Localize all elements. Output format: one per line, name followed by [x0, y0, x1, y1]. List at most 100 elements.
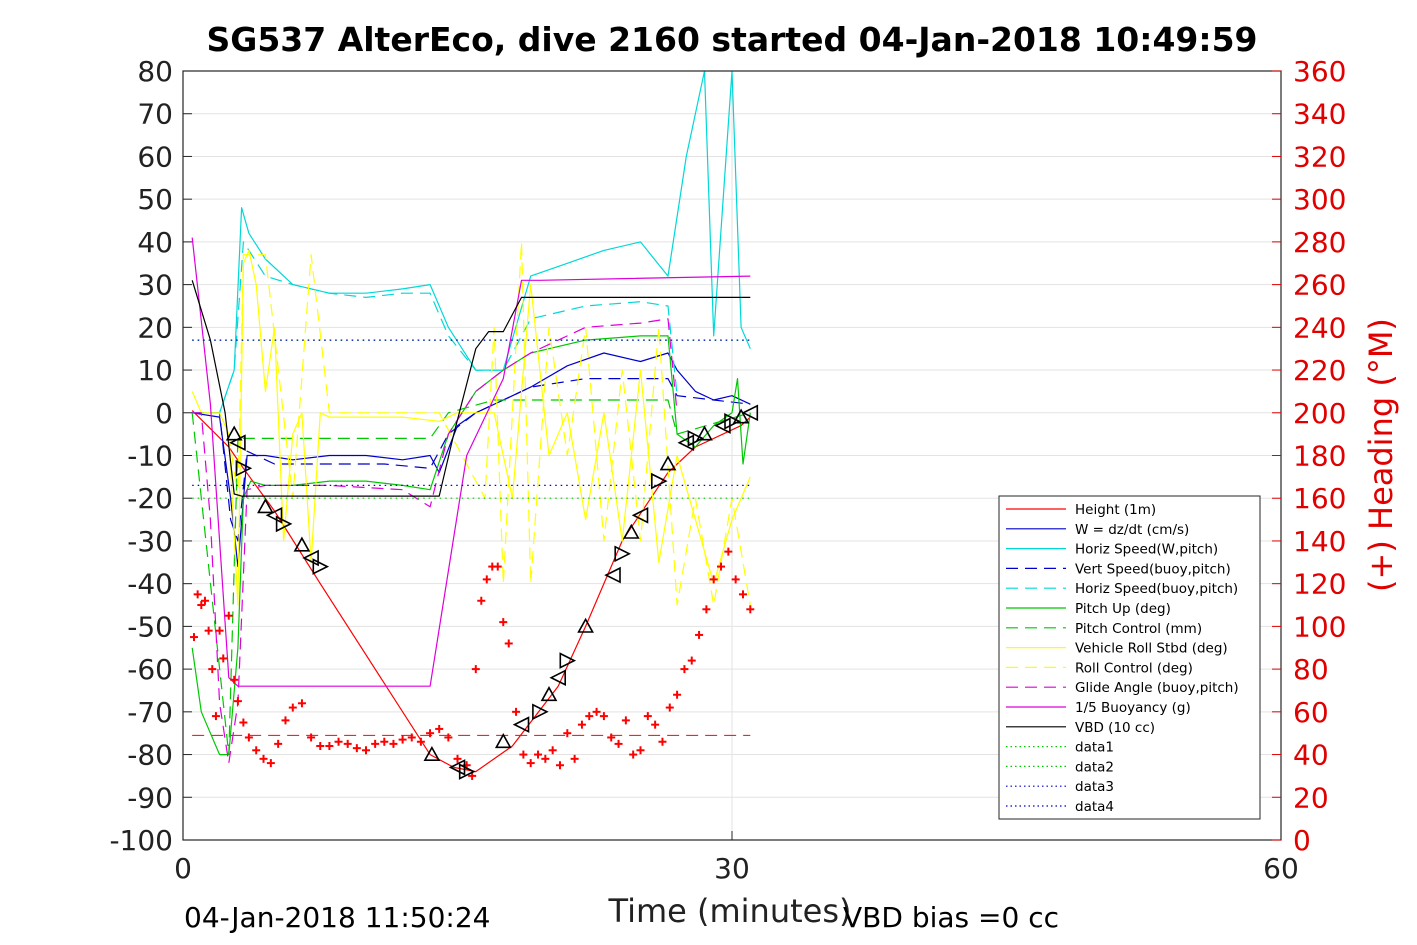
legend-entry-label: data4 — [1075, 799, 1114, 815]
y-right-tick-label: 360 — [1293, 55, 1346, 88]
heading-point — [541, 754, 550, 763]
y-right-tick-label: 260 — [1293, 269, 1346, 302]
y-left-tick-label: 40 — [137, 226, 173, 259]
y-left-tick-label: 10 — [137, 354, 173, 387]
heading-point — [702, 605, 711, 614]
y-left-tick-label: -100 — [109, 824, 173, 857]
tick-layer: 80706050403020100-10-20-30-40-50-60-70-8… — [109, 55, 1346, 885]
legend-entry-label: data1 — [1075, 740, 1114, 756]
y-right-tick-label: 160 — [1293, 482, 1346, 515]
y-left-tick-label: -40 — [127, 568, 173, 601]
heading-point — [519, 750, 528, 759]
heading-point — [477, 596, 486, 605]
marker-layer — [189, 404, 759, 780]
heading-point — [577, 720, 586, 729]
x-tick-label: 0 — [174, 852, 192, 885]
heading-point — [738, 590, 747, 599]
footer-timestamp: 04-Jan-2018 11:50:24 — [184, 901, 490, 934]
heading-point — [731, 575, 740, 584]
y-left-tick-label: 80 — [137, 55, 173, 88]
heading-point — [482, 575, 491, 584]
depth-marker — [494, 733, 512, 749]
heading-point — [224, 611, 233, 620]
depth-marker — [423, 745, 441, 762]
legend-entry-label: 1/5 Buoyancy (g) — [1075, 700, 1191, 716]
heading-point — [259, 754, 268, 763]
heading-point — [621, 716, 630, 725]
y-right-tick-label: 140 — [1293, 525, 1346, 558]
heading-point — [233, 697, 242, 706]
depth-marker — [559, 652, 577, 669]
heading-point — [512, 707, 521, 716]
legend-entry-label: Pitch Control (mm) — [1075, 621, 1202, 637]
y-left-tick-label: -90 — [127, 781, 173, 814]
series-roll-control-deg — [228, 241, 751, 606]
y-right-tick-label: 100 — [1293, 610, 1346, 643]
series-pitch-up-deg — [191, 335, 751, 756]
depth-marker — [293, 536, 311, 552]
heading-point — [230, 675, 239, 684]
heading-point — [643, 712, 652, 721]
series-vert-speed-buoy-pitch — [192, 378, 751, 542]
heading-point — [297, 699, 306, 708]
heading-point — [607, 733, 616, 742]
depth-marker — [540, 686, 558, 702]
y-right-tick-label: 120 — [1293, 568, 1346, 601]
y-left-tick-label: -70 — [127, 696, 173, 729]
series-1-5-buoyancy-g — [191, 237, 751, 687]
heading-point — [592, 707, 601, 716]
depth-marker — [312, 558, 330, 575]
heading-point — [499, 618, 508, 627]
legend-entry-label: Glide Angle (buoy,pitch) — [1075, 680, 1239, 696]
heading-point — [717, 562, 726, 571]
depth-marker — [549, 669, 567, 686]
chart-title: SG537 AlterEco, dive 2160 started 04-Jan… — [206, 20, 1257, 59]
y-left-tick-label: -50 — [127, 610, 173, 643]
depth-marker — [265, 507, 283, 524]
depth-marker — [604, 566, 621, 584]
heading-point — [695, 630, 704, 639]
depth-marker — [225, 425, 243, 441]
heading-point — [555, 761, 564, 770]
y-left-tick-label: 50 — [137, 183, 173, 216]
y-left-tick-label: 60 — [137, 140, 173, 173]
depth-marker — [687, 430, 705, 447]
heading-point — [416, 737, 425, 746]
heading-point — [435, 724, 444, 733]
heading-point — [204, 626, 213, 635]
y-left-tick-label: -60 — [127, 653, 173, 686]
heading-point — [380, 737, 389, 746]
heading-point — [239, 718, 248, 727]
legend-entry-label: data2 — [1075, 759, 1114, 775]
depth-marker — [659, 455, 677, 471]
y-right-tick-label: 240 — [1293, 311, 1346, 344]
heading-point — [673, 690, 682, 699]
heading-point — [193, 590, 202, 599]
heading-point — [651, 720, 660, 729]
heading-point — [426, 729, 435, 738]
y-right-tick-label: 60 — [1293, 696, 1329, 729]
y-right-tick-label: 320 — [1293, 140, 1346, 173]
depth-marker — [622, 523, 640, 539]
y-right-tick-label: 80 — [1293, 653, 1329, 686]
heading-point — [504, 639, 513, 648]
y-right-tick-label: 340 — [1293, 98, 1346, 131]
heading-point — [444, 733, 453, 742]
heading-point — [352, 744, 361, 753]
depth-marker — [650, 472, 668, 490]
heading-point — [274, 739, 283, 748]
heading-point — [585, 712, 594, 721]
heading-point — [371, 739, 380, 748]
heading-point — [614, 739, 623, 748]
heading-point — [281, 716, 290, 725]
right-axis-label: (+) Heading (°M) — [1362, 318, 1400, 592]
heading-point — [189, 633, 198, 642]
depth-marker — [257, 498, 274, 514]
heading-point — [665, 703, 674, 712]
y-left-tick-label: 20 — [137, 311, 173, 344]
y-right-tick-label: 20 — [1293, 781, 1329, 814]
legend-entry-label: Roll Control (deg) — [1075, 660, 1193, 676]
depth-marker — [458, 763, 476, 780]
y-right-tick-label: 180 — [1293, 440, 1346, 473]
heading-point — [471, 665, 480, 674]
